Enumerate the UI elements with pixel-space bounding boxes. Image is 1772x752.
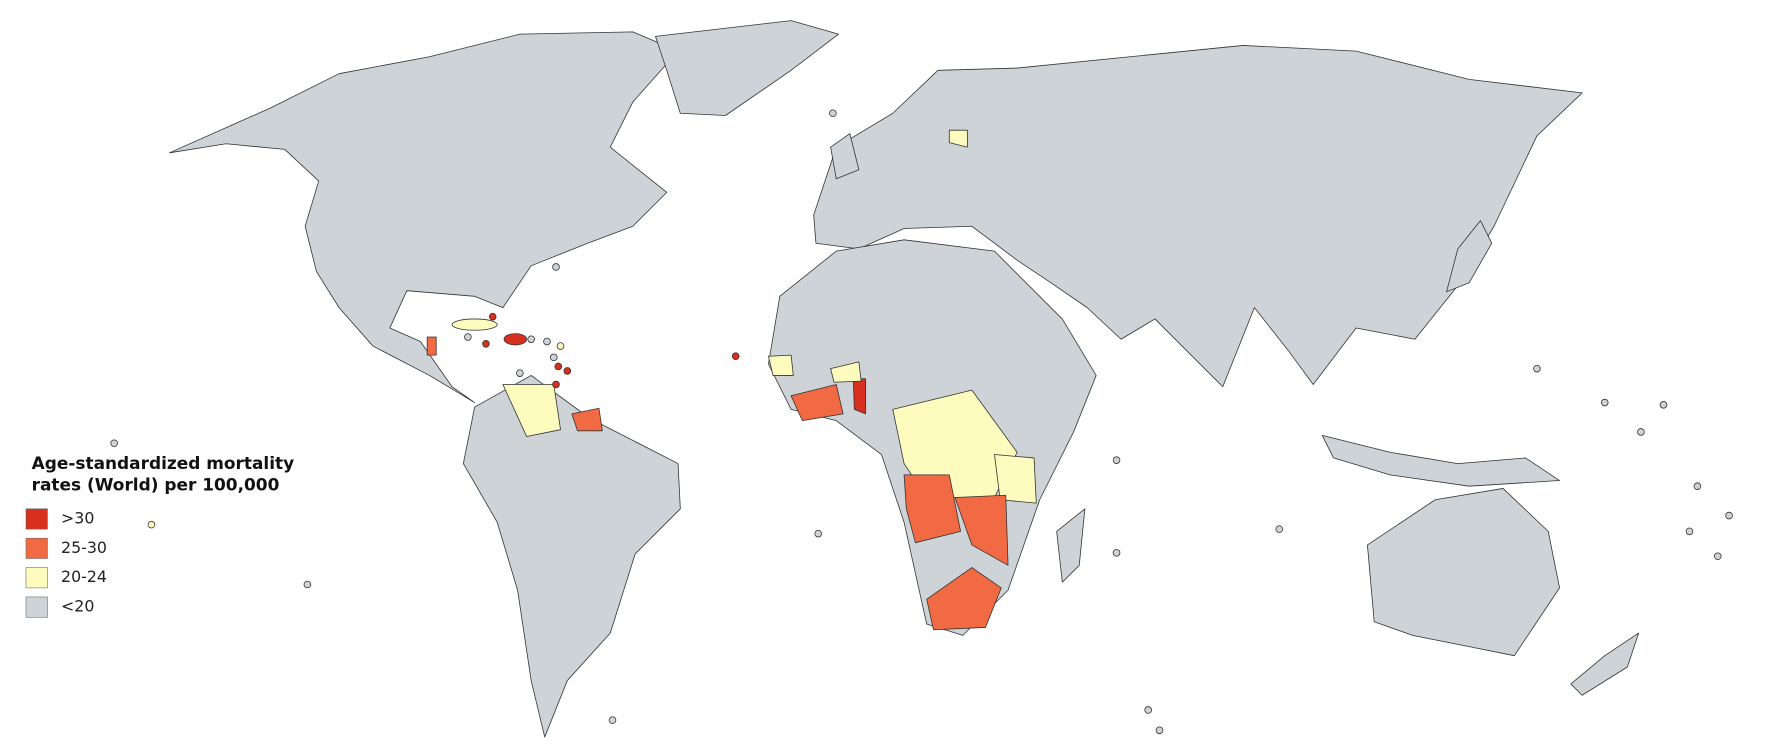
island — [814, 529, 822, 538]
island — [482, 340, 490, 348]
island — [1685, 527, 1694, 536]
island — [552, 263, 560, 271]
belize — [426, 336, 437, 356]
guinea — [768, 354, 794, 376]
legend-label: 25-30 — [61, 538, 107, 557]
regions — [169, 20, 1640, 738]
eurasia — [813, 45, 1583, 388]
cote-divoire — [790, 384, 844, 422]
latvia — [948, 129, 968, 148]
island — [110, 439, 118, 448]
legend: Age-standardized mortality rates (World)… — [25, 453, 295, 618]
island — [552, 380, 560, 389]
island — [1533, 364, 1541, 373]
island — [1155, 726, 1164, 735]
cuba — [451, 318, 498, 331]
island — [1659, 401, 1668, 409]
island — [1112, 456, 1121, 464]
legend-swatch — [25, 537, 48, 559]
guyana — [571, 407, 603, 432]
island — [488, 312, 497, 321]
venezuela — [502, 384, 561, 437]
north-america — [169, 31, 679, 403]
legend-label: <20 — [61, 597, 94, 616]
legend-label: 20-24 — [61, 567, 107, 586]
island — [464, 333, 472, 341]
madagascar — [1056, 508, 1086, 583]
island — [554, 362, 563, 371]
island — [1693, 482, 1702, 490]
new-zealand — [1570, 632, 1640, 696]
haiti — [503, 333, 528, 346]
niger-region — [830, 361, 862, 383]
islands — [110, 109, 1733, 735]
zambia — [954, 494, 1009, 566]
island — [1725, 511, 1733, 520]
island — [147, 520, 156, 529]
island — [829, 109, 837, 118]
island — [1637, 428, 1645, 436]
island — [1144, 706, 1152, 714]
island — [1600, 398, 1609, 407]
island — [563, 367, 572, 375]
south-africa — [926, 567, 1002, 631]
island — [608, 716, 617, 724]
legend-swatch — [25, 567, 48, 589]
island — [1112, 549, 1121, 557]
island — [1713, 552, 1722, 561]
island — [556, 342, 565, 350]
greenland — [655, 20, 839, 116]
legend-swatch — [25, 596, 48, 618]
legend-swatch — [25, 508, 48, 530]
uk — [830, 133, 860, 180]
legend-label: >30 — [61, 508, 94, 527]
benin — [852, 378, 867, 415]
indonesia — [1321, 434, 1560, 487]
island — [527, 335, 535, 344]
island — [1275, 525, 1284, 533]
legend-title: Age-standardized mortality — [32, 453, 295, 473]
south-america — [462, 375, 681, 738]
island — [549, 353, 558, 362]
island — [731, 352, 740, 361]
australia — [1367, 488, 1560, 657]
legend-title: rates (World) per 100,000 — [32, 475, 280, 495]
island — [543, 337, 551, 346]
angola — [903, 474, 961, 544]
tanzania — [994, 454, 1037, 504]
japan — [1446, 220, 1493, 293]
island — [516, 369, 524, 377]
island — [303, 580, 312, 589]
